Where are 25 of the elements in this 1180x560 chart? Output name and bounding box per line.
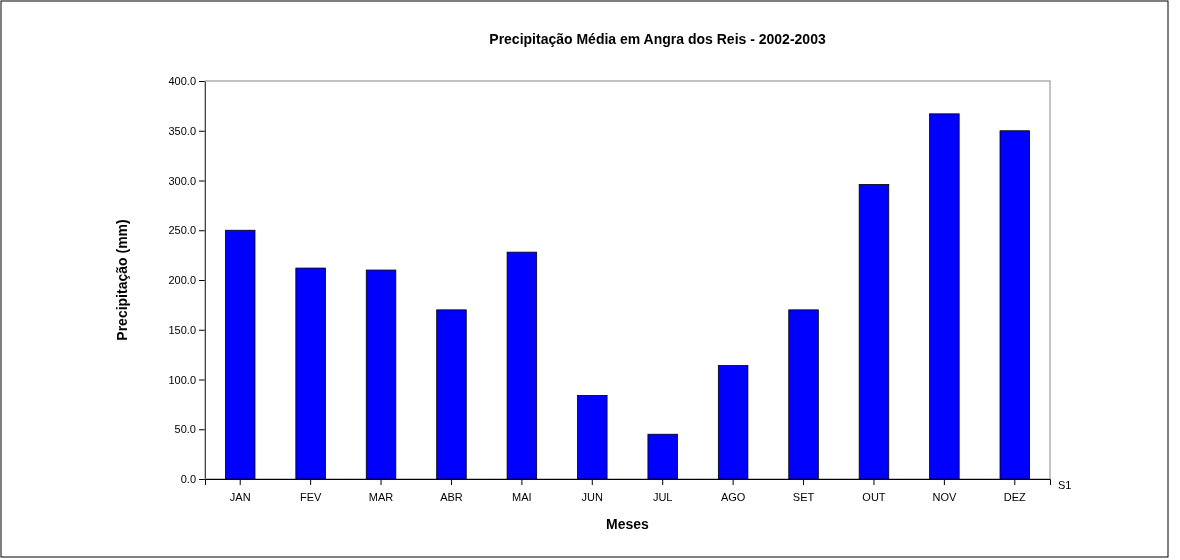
x-tick-label: AGO xyxy=(720,491,746,504)
y-axis-title: Precipitação (mm) xyxy=(114,219,130,341)
x-tick-label: JAN xyxy=(229,491,251,504)
y-tick-label: 250.0 xyxy=(168,224,196,237)
y-tick-label: 150.0 xyxy=(168,323,196,336)
x-axis-title: Meses xyxy=(606,516,650,532)
x-tick-label: MAI xyxy=(512,491,532,504)
y-tick-label: 100.0 xyxy=(168,373,196,386)
x-tick-label: ABR xyxy=(440,491,463,504)
x-tick-label: OUT xyxy=(862,491,886,504)
y-tick-label: 50.0 xyxy=(174,423,196,436)
y-tick-label: 0.0 xyxy=(180,473,196,486)
y-tick-label: 350.0 xyxy=(168,124,196,137)
y-tick-label: 300.0 xyxy=(168,174,196,187)
text: S1 xyxy=(1058,479,1072,491)
x-tick-label: SET xyxy=(792,491,815,504)
y-tick-label: 200.0 xyxy=(168,274,196,287)
y-tick-label: 400.0 xyxy=(168,75,196,88)
x-tick-label: JUL xyxy=(652,491,673,504)
x-tick-label: MAR xyxy=(368,491,394,504)
x-tick-label: JUN xyxy=(581,491,604,504)
x-tick-label: FEV xyxy=(299,491,322,504)
x-tick-label: NOV xyxy=(932,491,957,504)
x-tick-label: DEZ xyxy=(1003,491,1027,504)
chart-title: Precipitação Média em Angra dos Reis - 2002-2003 xyxy=(489,31,826,47)
